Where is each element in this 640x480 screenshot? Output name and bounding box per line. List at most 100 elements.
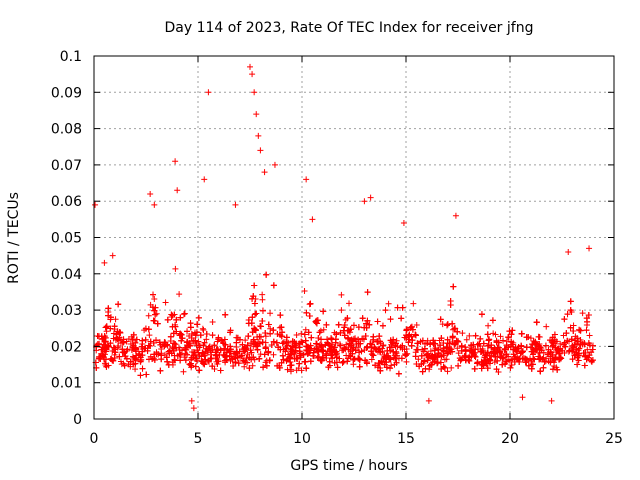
data-point — [187, 342, 194, 349]
data-point — [143, 371, 150, 378]
data-point — [588, 357, 595, 364]
data-point — [430, 339, 437, 346]
data-point — [307, 300, 314, 307]
y-tick-label: 0.03 — [51, 303, 82, 319]
data-point — [99, 336, 106, 343]
data-point — [437, 359, 444, 366]
data-point — [382, 307, 389, 314]
data-point — [388, 339, 395, 346]
data-point — [462, 348, 469, 355]
data-point — [484, 356, 491, 363]
data-point — [338, 291, 345, 298]
data-point — [478, 348, 485, 355]
data-point — [471, 365, 478, 372]
data-point — [188, 354, 195, 361]
data-point — [575, 338, 582, 345]
data-point — [92, 201, 99, 208]
data-point — [248, 340, 255, 347]
data-point — [440, 363, 447, 370]
data-point — [293, 332, 300, 339]
data-point — [191, 350, 198, 357]
data-point — [403, 327, 410, 334]
data-point — [176, 291, 183, 298]
data-point — [398, 355, 405, 362]
data-point — [362, 332, 369, 339]
data-point — [265, 321, 272, 328]
data-point — [317, 341, 324, 348]
data-point — [394, 304, 401, 311]
data-point — [405, 339, 412, 346]
data-point — [499, 361, 506, 368]
data-point — [536, 349, 543, 356]
data-point — [450, 283, 457, 290]
data-point — [360, 336, 367, 343]
data-point — [437, 342, 444, 349]
data-point — [297, 354, 304, 361]
x-tick-label: 25 — [605, 431, 623, 447]
data-point — [142, 345, 149, 352]
data-point — [518, 349, 525, 356]
data-point — [355, 355, 362, 362]
data-point — [245, 316, 252, 323]
data-point — [195, 314, 202, 321]
data-point — [147, 190, 154, 197]
data-point — [326, 358, 333, 365]
data-point — [257, 323, 264, 330]
data-point — [392, 355, 399, 362]
data-point — [174, 187, 181, 194]
data-point — [413, 322, 420, 329]
data-point — [368, 351, 375, 358]
data-point — [310, 349, 317, 356]
data-point — [397, 344, 404, 351]
data-point — [310, 352, 317, 359]
data-point — [107, 356, 114, 363]
data-point — [239, 352, 246, 359]
data-point — [255, 338, 262, 345]
data-point — [173, 316, 180, 323]
data-point — [253, 111, 260, 118]
data-point — [474, 360, 481, 367]
data-point — [247, 63, 253, 70]
data-point — [496, 353, 503, 360]
data-point — [100, 353, 107, 360]
data-point — [145, 312, 152, 319]
data-point — [159, 341, 166, 348]
data-point — [493, 337, 500, 344]
data-point — [259, 318, 266, 325]
data-point — [314, 346, 321, 353]
data-point — [305, 344, 312, 351]
data-point — [283, 345, 290, 352]
data-point — [194, 347, 201, 354]
data-point — [302, 337, 309, 344]
data-point — [132, 345, 139, 352]
data-point — [502, 360, 509, 367]
data-point — [226, 353, 233, 360]
data-point — [383, 364, 390, 371]
data-point — [583, 315, 590, 322]
data-point — [173, 344, 180, 351]
data-point — [320, 308, 327, 315]
data-point — [105, 309, 112, 316]
axis-ticks — [93, 55, 615, 420]
data-point — [115, 301, 122, 308]
data-point — [357, 340, 364, 347]
data-point — [101, 356, 108, 363]
data-point — [283, 338, 290, 345]
data-point — [209, 318, 216, 325]
data-point — [525, 334, 532, 341]
data-point — [306, 312, 313, 319]
data-point — [523, 344, 530, 351]
data-point — [509, 327, 516, 334]
data-point — [525, 362, 532, 369]
data-point — [568, 336, 575, 343]
data-point — [298, 330, 305, 337]
data-point — [492, 353, 499, 360]
data-point — [398, 315, 405, 322]
data-point — [503, 351, 510, 358]
data-point — [356, 363, 363, 370]
data-point — [267, 357, 274, 364]
y-tick-label: 0.09 — [51, 85, 82, 101]
data-point — [323, 321, 330, 328]
data-point — [490, 330, 497, 337]
data-point — [236, 336, 243, 343]
